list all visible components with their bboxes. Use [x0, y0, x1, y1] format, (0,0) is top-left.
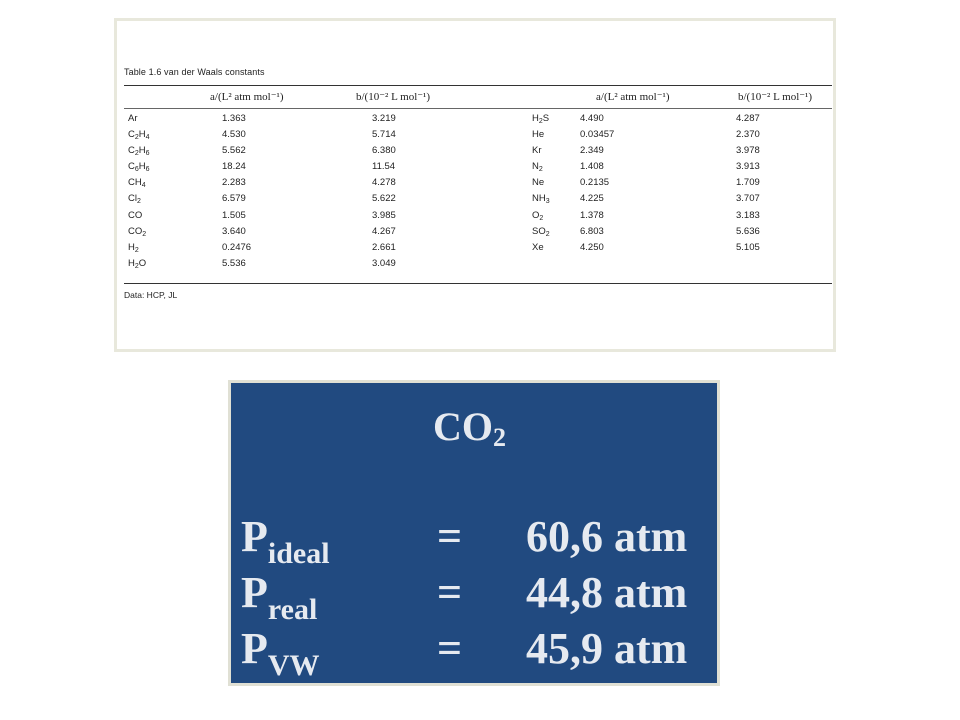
- value-a-left: 0.2476: [222, 241, 252, 253]
- equation-symbol: Preal: [241, 568, 318, 626]
- value-a-right: 4.250: [580, 241, 604, 253]
- value-b-left: 6.380: [372, 145, 396, 157]
- table-image-panel: Table 1.6 van der Waals constants a/(L² …: [114, 18, 836, 352]
- formula-left: CH4: [128, 177, 146, 190]
- value-a-right: 1.408: [580, 161, 604, 173]
- value-a-left: 5.536: [222, 257, 246, 269]
- formula-right: Xe: [532, 241, 544, 253]
- formula-right: N2: [532, 161, 543, 174]
- value-a-left: 2.283: [222, 177, 246, 189]
- value-b-right: 3.183: [736, 209, 760, 221]
- formula-left: Cl2: [128, 193, 141, 206]
- slide-title: CO2: [433, 403, 506, 453]
- table-row: C2H6 5.562 6.380 Kr 2.349 3.978: [124, 145, 832, 161]
- value-b-left: 3.985: [372, 209, 396, 221]
- value-b-right: 3.913: [736, 161, 760, 173]
- equation-vw: PVW = 45,9 atm: [241, 623, 711, 682]
- value-a-right: 4.225: [580, 193, 604, 205]
- formula-left: C2H4: [128, 129, 150, 142]
- pressure-value: 60,6 atm: [526, 512, 688, 561]
- table-caption: Table 1.6 van der Waals constants: [124, 67, 832, 77]
- header-a-right: a/(L² atm mol⁻¹): [596, 91, 670, 103]
- value-a-left: 4.530: [222, 129, 246, 141]
- formula-right: Ne: [532, 177, 545, 189]
- value-b-left: 2.661: [372, 241, 396, 253]
- equals-sign: =: [437, 512, 463, 561]
- formula-left: C2H6: [128, 145, 150, 158]
- value-a-right: 0.03457: [580, 129, 615, 141]
- table-row: H2O 5.536 3.049: [124, 258, 832, 274]
- value-a-left: 6.579: [222, 193, 246, 205]
- value-a-right: 0.2135: [580, 177, 610, 189]
- pressure-value: 44,8 atm: [526, 568, 688, 617]
- top-rule: [124, 85, 832, 86]
- value-b-right: 2.370: [736, 129, 760, 141]
- slide-title-base: CO: [433, 404, 493, 449]
- table-caption-number: Table 1.6: [124, 67, 162, 77]
- header-b-right: b/(10⁻² L mol⁻¹): [738, 91, 813, 103]
- formula-left: CO2: [128, 225, 147, 238]
- bottom-rule: [124, 283, 832, 284]
- value-a-right: 4.490: [580, 113, 604, 124]
- equals-sign: =: [437, 624, 463, 673]
- value-b-left: 11.54: [372, 161, 396, 173]
- formula-right: Kr: [532, 145, 542, 157]
- value-a-right: 6.803: [580, 225, 604, 237]
- table-row: CO2 3.640 4.267 SO2 6.803 5.636: [124, 226, 832, 242]
- pressure-value: 45,9 atm: [526, 624, 688, 673]
- value-b-right: 3.978: [736, 145, 760, 157]
- header-b-left: b/(10⁻² L mol⁻¹): [356, 91, 431, 103]
- formula-left: CO: [128, 209, 143, 221]
- table-row: CH4 2.283 4.278 Ne 0.2135 1.709: [124, 177, 832, 193]
- value-b-right: 1.709: [736, 177, 760, 189]
- value-b-left: 3.049: [372, 257, 396, 269]
- table-row: Cl2 6.579 5.622 NH3 4.225 3.707: [124, 193, 832, 209]
- value-a-left: 18.24: [222, 161, 246, 173]
- slide-title-subscript: 2: [493, 423, 506, 452]
- table-row: H2 0.2476 2.661 Xe 4.250 5.105: [124, 242, 832, 258]
- table-row: Ar 1.363 3.219 H2S 4.490 4.287: [124, 113, 832, 129]
- formula-left: H2: [128, 241, 139, 254]
- table-caption-text: van der Waals constants: [164, 67, 265, 77]
- equation-symbol: Pideal: [241, 512, 330, 570]
- equation-real: Preal = 44,8 atm: [241, 567, 711, 626]
- value-b-left: 3.219: [372, 113, 396, 124]
- value-a-left: 5.562: [222, 145, 246, 157]
- value-b-left: 5.714: [372, 129, 396, 141]
- formula-left: H2O: [128, 257, 147, 270]
- equals-sign: =: [437, 568, 463, 617]
- value-b-left: 4.278: [372, 177, 396, 189]
- value-b-right: 3.707: [736, 193, 760, 205]
- formula-right: O2: [532, 209, 544, 222]
- formula-left: C6H6: [128, 161, 150, 174]
- formula-left: Ar: [128, 113, 138, 124]
- value-a-left: 1.505: [222, 209, 246, 221]
- value-a-right: 2.349: [580, 145, 604, 157]
- formula-right: H2S: [532, 113, 550, 125]
- value-b-left: 4.267: [372, 225, 396, 237]
- value-b-right: 4.287: [736, 113, 760, 124]
- value-b-left: 5.622: [372, 193, 396, 205]
- table-row: CO 1.505 3.985 O2 1.378 3.183: [124, 210, 832, 226]
- data-source-note: Data: HCP, JL: [124, 290, 178, 300]
- value-b-right: 5.636: [736, 225, 760, 237]
- vdw-table: Table 1.6 van der Waals constants a/(L² …: [124, 67, 832, 300]
- co2-pressure-slide: CO2 Pideal = 60,6 atm Preal = 44,8 atm P…: [228, 380, 720, 686]
- table-body: Ar 1.363 3.219 H2S 4.490 4.287 C2H4 4.530 5.714 H…: [124, 109, 832, 283]
- value-a-left: 1.363: [222, 113, 246, 124]
- equation-symbol: PVW: [241, 624, 320, 682]
- header-rule: [124, 108, 832, 109]
- formula-right: He: [532, 129, 545, 141]
- table-header-row: a/(L² atm mol⁻¹) b/(10⁻² L mol⁻¹) a/(L² …: [124, 86, 832, 108]
- value-a-left: 3.640: [222, 225, 246, 237]
- value-a-right: 1.378: [580, 209, 604, 221]
- header-a-left: a/(L² atm mol⁻¹): [210, 91, 284, 103]
- value-b-right: 5.105: [736, 241, 760, 253]
- table-row: C6H6 18.24 11.54 N2 1.408 3.913: [124, 161, 832, 177]
- formula-right: SO2: [532, 225, 550, 238]
- table-row: C2H4 4.530 5.714 He 0.03457 2.370: [124, 129, 832, 145]
- equation-ideal: Pideal = 60,6 atm: [241, 511, 711, 570]
- formula-right: NH3: [532, 193, 550, 206]
